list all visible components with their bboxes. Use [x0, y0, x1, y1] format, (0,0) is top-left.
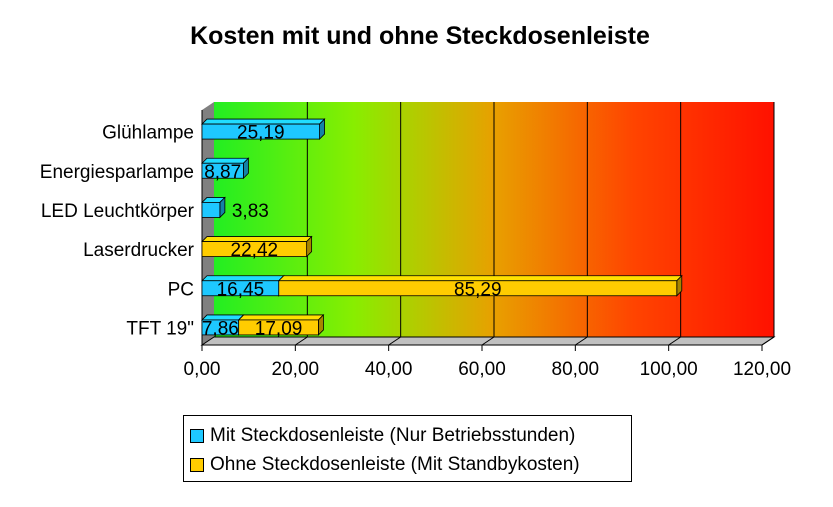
- bar-mit: [201, 157, 250, 180]
- legend-swatch-ohne: [190, 458, 204, 472]
- bar-ohne: [237, 313, 325, 336]
- bar-mit: [201, 196, 226, 219]
- data-label: 25,19: [237, 123, 285, 144]
- y-category-label: Energiesparlampe: [40, 162, 194, 183]
- x-tick-label: 0,00: [184, 359, 221, 380]
- legend-swatch-mit: [190, 429, 204, 443]
- data-label: 17,09: [255, 318, 303, 339]
- legend: Mit Steckdosenleiste (Nur Betriebsstunde…: [183, 415, 632, 482]
- legend-item-ohne: Ohne Steckdosenleiste (Mit Standbykosten…: [190, 454, 580, 476]
- data-label: 85,29: [454, 279, 502, 300]
- floor-gridline: [668, 336, 681, 346]
- y-category-label: Laserdrucker: [83, 240, 195, 261]
- y-category-label: Glühlampe: [102, 123, 194, 144]
- y-category-label: TFT 19": [126, 318, 194, 339]
- data-label: 7,86: [202, 318, 239, 339]
- bar-mit: [201, 118, 326, 141]
- floor-gridline: [575, 336, 588, 346]
- y-category-label: LED Leuchtkörper: [41, 201, 195, 222]
- bar-mit: [201, 274, 285, 297]
- chart-title: Kosten mit und ohne Steckdosenleiste: [190, 22, 650, 50]
- floor-gridline: [388, 336, 401, 346]
- x-tick-label: 60,00: [458, 359, 506, 380]
- legend-label-mit: Mit Steckdosenleiste (Nur Betriebsstunde…: [210, 425, 576, 446]
- x-tick-label: 120,00: [733, 359, 791, 380]
- x-tick-label: 20,00: [272, 359, 320, 380]
- x-tick-label: 40,00: [365, 359, 413, 380]
- legend-label-ohne: Ohne Steckdosenleiste (Mit Standbykosten…: [210, 454, 580, 475]
- bar-ohne: [277, 274, 683, 297]
- floor-gridline: [761, 336, 775, 346]
- data-label: 3,83: [232, 201, 269, 222]
- data-label: 8,87: [204, 162, 241, 183]
- x-tick-label: 80,00: [552, 359, 600, 380]
- y-category-label: PC: [168, 279, 194, 300]
- data-label: 22,42: [231, 240, 279, 261]
- data-label: 16,45: [217, 279, 265, 300]
- floor-gridline: [295, 336, 308, 346]
- legend-item-mit: Mit Steckdosenleiste (Nur Betriebsstunde…: [190, 425, 575, 447]
- x-tick-label: 100,00: [640, 359, 698, 380]
- floor-gridline: [481, 336, 495, 346]
- bar-ohne: [201, 235, 313, 258]
